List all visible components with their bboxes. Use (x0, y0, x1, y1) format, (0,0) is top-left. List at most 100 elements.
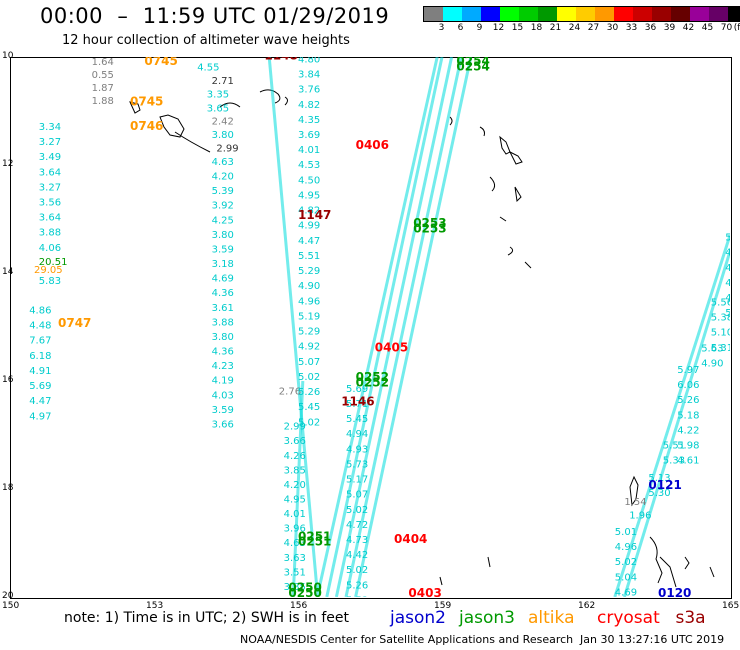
map-label: 4.82 (298, 206, 320, 217)
map-label: 5.30 (648, 488, 670, 499)
map-label: 4.63 (284, 538, 306, 549)
colorbar-swatch (557, 7, 576, 21)
map-label: 5.71 (346, 399, 368, 410)
ground-track (291, 380, 305, 597)
satellite-ground-tracks (267, 57, 730, 597)
map-label: 3.51 (284, 567, 306, 578)
map-label: 4.26 (284, 451, 306, 462)
colorbar-label: 24 (568, 23, 581, 33)
colorbar-swatch (576, 7, 595, 21)
map-label: 3.63 (197, 57, 219, 60)
map-label: 0251 (298, 529, 331, 543)
map-label: 1.88 (92, 96, 114, 107)
map-label: 4.73 (346, 535, 368, 546)
longitude-tick: 153 (146, 601, 164, 611)
map-label: 5.13 (648, 473, 670, 484)
map-label: 4.23 (212, 361, 234, 372)
map-label: 5.02 (298, 372, 320, 383)
legend-note: note: 1) Time is in UTC; 2) SWH is in fe… (64, 610, 350, 626)
map-label: 4.99 (298, 221, 320, 232)
map-label: 3.65 (207, 104, 229, 115)
map-label: 5.63 (701, 343, 723, 354)
map-label: 5.69 (29, 381, 51, 392)
map-frame (10, 57, 732, 599)
map-label: 4.47 (29, 396, 51, 407)
map-label: 4.82 (298, 100, 320, 111)
ground-track (315, 57, 439, 597)
map-label: 3.27 (39, 182, 61, 193)
map-label: 3.49 (39, 152, 61, 163)
longitude-tick: 162 (578, 601, 596, 611)
map-label: 2.76 (279, 387, 301, 398)
map-label: 0254 (456, 60, 489, 74)
map-label: 5.73 (346, 459, 368, 470)
ground-track (267, 57, 319, 592)
map-label: 2.99 (284, 422, 306, 433)
map-label: 4.50 (298, 175, 320, 186)
latitude-tick: 20 (2, 591, 14, 601)
colorbar-label: 36 (644, 23, 657, 33)
latitude-tick: 12 (2, 159, 14, 169)
map-label: 20.51 (39, 257, 68, 268)
map-label: 0250 (288, 586, 321, 597)
map-subtitle: 12 hour collection of altimeter wave hei… (62, 33, 350, 48)
map-label: 4.69 (615, 587, 637, 597)
longitude-tick: 150 (2, 601, 20, 611)
map-label: 4.86 (29, 306, 51, 317)
map-label: 4.90 (701, 358, 723, 369)
map-label: 0746 (130, 119, 163, 133)
legend-item-jason3: jason3 (459, 608, 515, 628)
colorbar-swatch (424, 7, 443, 21)
colorbar-unit: (ft) (733, 23, 740, 33)
map-label: 5.69 (346, 384, 368, 395)
map-label: 5.38 (711, 313, 730, 324)
timestamp-text: Jan 30 13:27:16 UTC 2019 (580, 633, 725, 646)
legend-item-s3a: s3a (675, 608, 706, 628)
colorbar-label: 70 (720, 23, 733, 33)
map-label: 4.94 (346, 429, 368, 440)
longitude-tick: 165 (722, 601, 740, 611)
colorbar-label: 21 (549, 23, 562, 33)
map-label: 5.26 (298, 387, 320, 398)
map-label: 3.69 (298, 130, 320, 141)
map-label: 2.71 (212, 76, 234, 87)
map-label: 4.97 (29, 411, 51, 422)
map-label: 4.06 (39, 243, 61, 254)
map-label: 3.64 (39, 213, 61, 224)
map-label: 5.51 (663, 441, 685, 452)
map-label: 4.20 (284, 480, 306, 491)
ground-track (334, 57, 454, 597)
map-label: 2.42 (212, 117, 234, 128)
colorbar-swatch (462, 7, 481, 21)
colorbar-label: 27 (587, 23, 600, 33)
colorbar-label: 9 (476, 23, 483, 33)
map-label: 0121 (648, 478, 681, 492)
ground-track (613, 234, 730, 597)
map-label: 3.88 (39, 228, 61, 239)
colorbar-swatch (481, 7, 500, 21)
colorbar-swatch (538, 7, 557, 21)
map-label: 5.01 (615, 527, 637, 538)
map-label: 5.29 (298, 266, 320, 277)
map-label: 6.18 (29, 351, 51, 362)
map-label: 3.56 (39, 198, 61, 209)
map-label: 5.33 (663, 456, 685, 467)
credit-text: NOAA/NESDIS Center for Satellite Applica… (240, 633, 574, 646)
map-label: 1146 (341, 394, 374, 408)
map-label: 0405 (375, 340, 408, 354)
map-label: 3.92 (212, 201, 234, 212)
map-label: 4.83 (725, 263, 730, 274)
map-label: 1.54 (624, 497, 646, 508)
map-label: 5.26 (677, 395, 699, 406)
map-label: 1.87 (92, 83, 114, 94)
map-label: 5.02 (346, 505, 368, 516)
map-label: 4.80 (298, 57, 320, 65)
map-label: 5.98 (677, 441, 699, 452)
map-label: 4.85 (725, 248, 730, 259)
colorbar-label: 3 (438, 23, 445, 33)
colorbar-swatch (709, 7, 728, 21)
map-label: 5.39 (725, 233, 730, 244)
map-label: 4.69 (212, 274, 234, 285)
map-label: 0251 (298, 535, 331, 549)
map-label: 0253 (413, 222, 446, 236)
